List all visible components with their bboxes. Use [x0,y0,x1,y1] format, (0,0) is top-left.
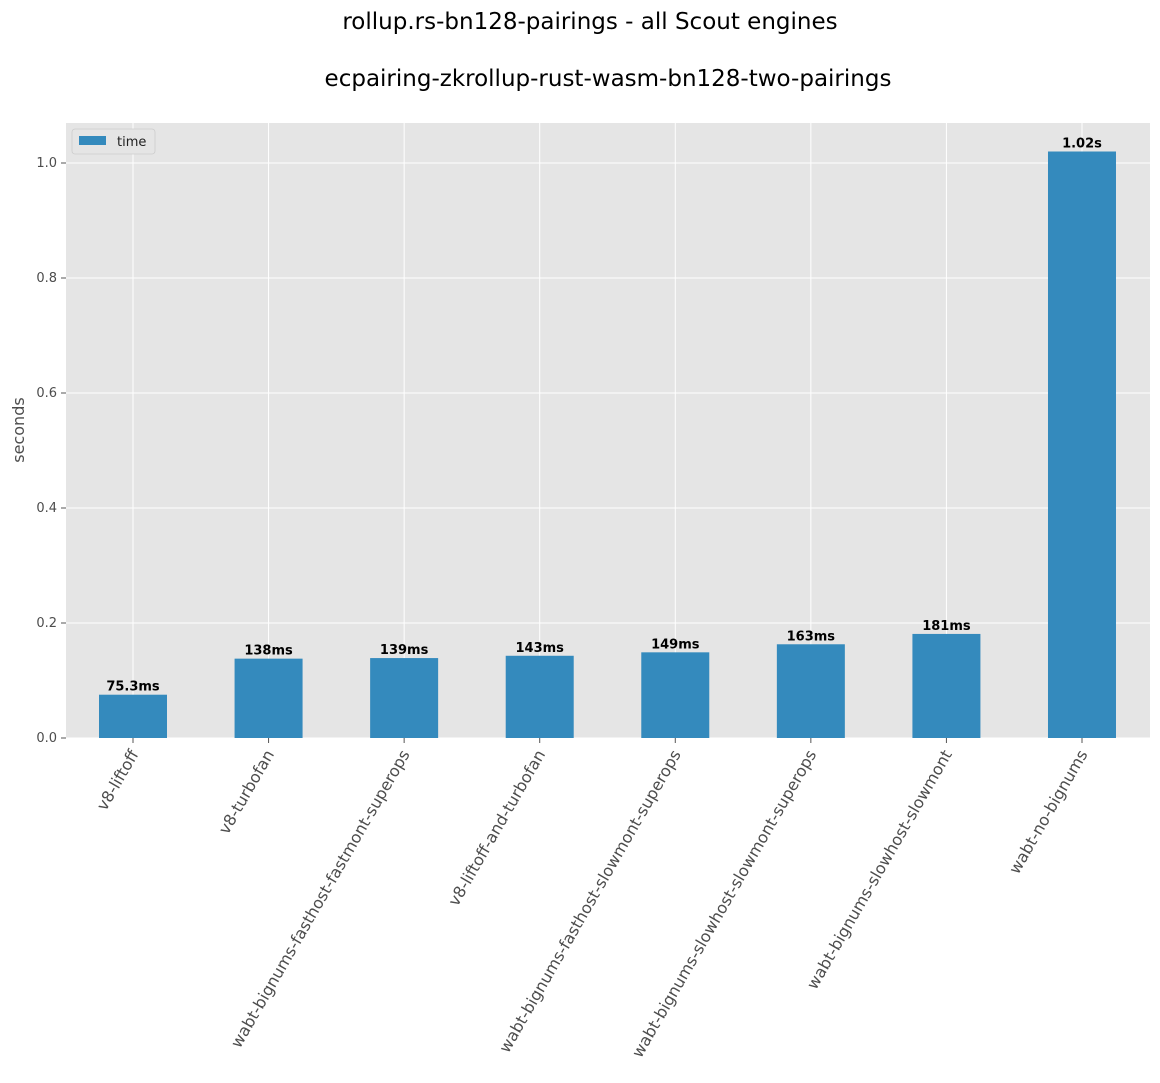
x-tick-label: v8-liftoff-and-turbofan [444,747,549,910]
y-tick-label: 0.6 [36,386,57,401]
data-label: 143ms [515,641,564,656]
bar-wabt-bignums-fasthost-fastmont-superops [370,658,439,738]
plot-area [66,123,1150,738]
data-label: 138ms [244,644,293,659]
data-labels: 75.3ms 138ms 139ms 143ms 149ms 163ms 181ms 1.02… [106,137,1102,695]
bar-v8-liftoff-and-turbofan [505,655,574,738]
data-label: 149ms [651,637,700,652]
x-tick-label: v8-turbofan [215,747,278,838]
chart-title: ecpairing-zkrollup-rust-wasm-bn128-two-p… [325,66,892,92]
x-tick-label: v8-liftoff [93,746,143,814]
x-tick-label: wabt-no-bignums [1005,747,1091,878]
y-axis-label: seconds [9,397,28,462]
legend: time [71,128,156,155]
bar-v8-liftoff [99,694,167,738]
y-tick-label: 0.8 [36,271,57,286]
bar-wabt-no-bignums [1047,151,1116,738]
y-tick-label: 0.2 [36,616,57,631]
y-tick-label: 0.0 [36,731,57,746]
y-tick-label: 0.4 [36,501,57,516]
data-label: 163ms [787,629,836,644]
y-tick-label: 1.0 [36,156,57,171]
bar-wabt-bignums-slowhost-slowmont-superops [776,644,845,738]
x-tick-label: wabt-bignums-slowhost-slowmont [803,747,956,993]
bar-wabt-bignums-slowhost-slowmont [912,633,981,738]
chart-suptitle: rollup.rs-bn128-pairings - all Scout eng… [342,9,837,35]
bar-v8-turbofan [234,658,303,738]
legend-box [71,128,156,155]
bars [99,151,1116,738]
y-axis-ticks: 0.0 0.2 0.4 0.6 0.8 1.0 [36,156,66,746]
data-label: 75.3ms [106,680,160,695]
x-axis-ticks: v8-liftoff v8-turbofanwabt-bignums-fastho… [93,738,1091,1061]
data-label: 1.02s [1062,137,1102,152]
legend-label: time [117,135,146,150]
data-label: 139ms [380,643,429,658]
data-label: 181ms [922,619,971,634]
bar-wabt-bignums-fasthost-slowmont-superops [641,652,710,738]
legend-swatch [79,136,106,145]
